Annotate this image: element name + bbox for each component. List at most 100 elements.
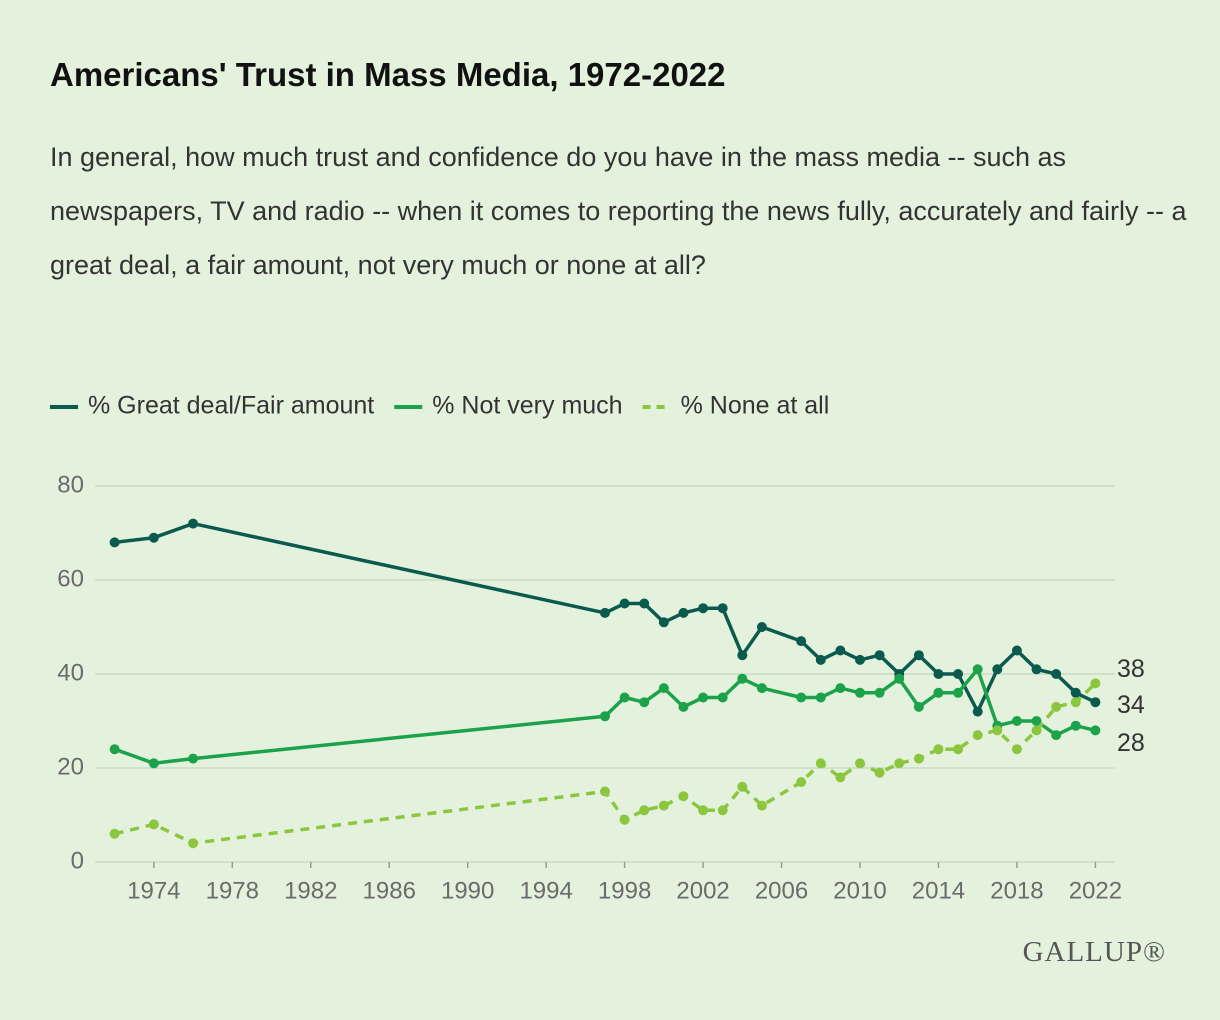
x-tick-label: 1994 (519, 877, 572, 904)
series-line (114, 521, 1097, 714)
data-point (678, 701, 689, 712)
x-tick-label: 2010 (833, 877, 886, 904)
data-point (1011, 645, 1022, 656)
data-point (855, 654, 865, 665)
x-tick-label: 1974 (127, 877, 180, 904)
data-point (756, 800, 767, 811)
data-point (1051, 730, 1062, 741)
data-point (835, 683, 846, 694)
data-point (1011, 744, 1022, 755)
y-tick-label: 0 (71, 847, 84, 874)
data-point (913, 701, 924, 712)
x-tick-label: 2018 (990, 877, 1043, 904)
data-point (1070, 720, 1081, 731)
data-point (855, 758, 865, 769)
data-point (796, 692, 807, 703)
data-point (894, 758, 905, 769)
data-point (756, 622, 767, 632)
data-point (796, 636, 807, 647)
data-point (639, 598, 650, 609)
x-tick-label: 1978 (206, 877, 259, 904)
x-tick-label: 2014 (912, 877, 965, 904)
data-point (619, 814, 630, 825)
data-point (737, 673, 748, 684)
data-point (1051, 701, 1062, 712)
data-point (855, 687, 865, 698)
x-tick-label: 1982 (284, 877, 337, 904)
legend-label: % Great deal/Fair amount (88, 392, 374, 420)
data-point (698, 805, 709, 816)
series-line (114, 682, 1097, 845)
data-point (1090, 678, 1101, 689)
data-point (953, 744, 964, 755)
data-point (148, 532, 159, 543)
data-point (874, 687, 885, 698)
data-point (658, 683, 669, 694)
data-point (953, 687, 964, 698)
y-tick-label: 80 (57, 471, 84, 498)
data-point (188, 518, 199, 529)
data-point (1051, 669, 1062, 679)
x-tick-label: 2022 (1069, 877, 1122, 904)
data-point (698, 603, 709, 614)
data-point (658, 800, 669, 811)
data-point (992, 725, 1003, 736)
data-point (894, 673, 905, 684)
data-point (717, 805, 728, 816)
y-tick-label: 40 (57, 659, 84, 686)
x-tick-label: 1986 (363, 877, 416, 904)
data-point (796, 777, 807, 788)
end-label: 38 (1117, 655, 1145, 683)
data-point (972, 730, 983, 741)
chart-subtitle: In general, how much trust and confidenc… (50, 142, 1187, 280)
data-point (835, 645, 846, 656)
data-point (109, 744, 120, 755)
data-point (698, 692, 709, 703)
data-point (148, 758, 159, 769)
data-point (109, 828, 120, 839)
data-point (737, 781, 748, 792)
chart-title: Americans' Trust in Mass Media, 1972-202… (50, 56, 726, 93)
data-point (148, 819, 159, 830)
data-point (1031, 716, 1042, 726)
data-point (600, 607, 610, 618)
data-point (933, 744, 944, 755)
logo: GALLUP® (1022, 936, 1166, 968)
data-point (1011, 716, 1022, 726)
data-point (756, 683, 767, 694)
data-point (933, 669, 944, 679)
data-point (619, 692, 630, 703)
data-point (815, 758, 826, 769)
data-point (1031, 725, 1042, 736)
data-point (639, 697, 650, 708)
data-point (188, 753, 199, 764)
x-tick-label: 2002 (676, 877, 729, 904)
legend-label: % Not very much (432, 392, 622, 420)
data-point (600, 711, 610, 722)
series-line (114, 667, 1096, 766)
data-point (109, 537, 120, 548)
data-point (953, 669, 964, 679)
x-tick-label: 1998 (598, 877, 651, 904)
x-tick-label: 2006 (755, 877, 808, 904)
data-point (678, 607, 689, 618)
data-point (874, 650, 885, 661)
y-tick-label: 20 (57, 753, 84, 780)
data-point (1070, 697, 1081, 708)
x-tick-label: 1990 (441, 877, 494, 904)
data-point (737, 650, 748, 661)
data-point (639, 805, 650, 816)
data-point (874, 767, 885, 778)
data-point (972, 706, 983, 717)
data-point (1070, 687, 1081, 698)
data-point (992, 664, 1003, 675)
data-point (188, 838, 199, 849)
y-tick-label: 60 (57, 565, 84, 592)
data-point (1031, 664, 1042, 675)
data-point (913, 650, 924, 661)
legend-label: % None at all (681, 392, 830, 420)
data-point (678, 791, 689, 802)
data-point (913, 753, 924, 764)
end-label: 34 (1117, 691, 1145, 719)
